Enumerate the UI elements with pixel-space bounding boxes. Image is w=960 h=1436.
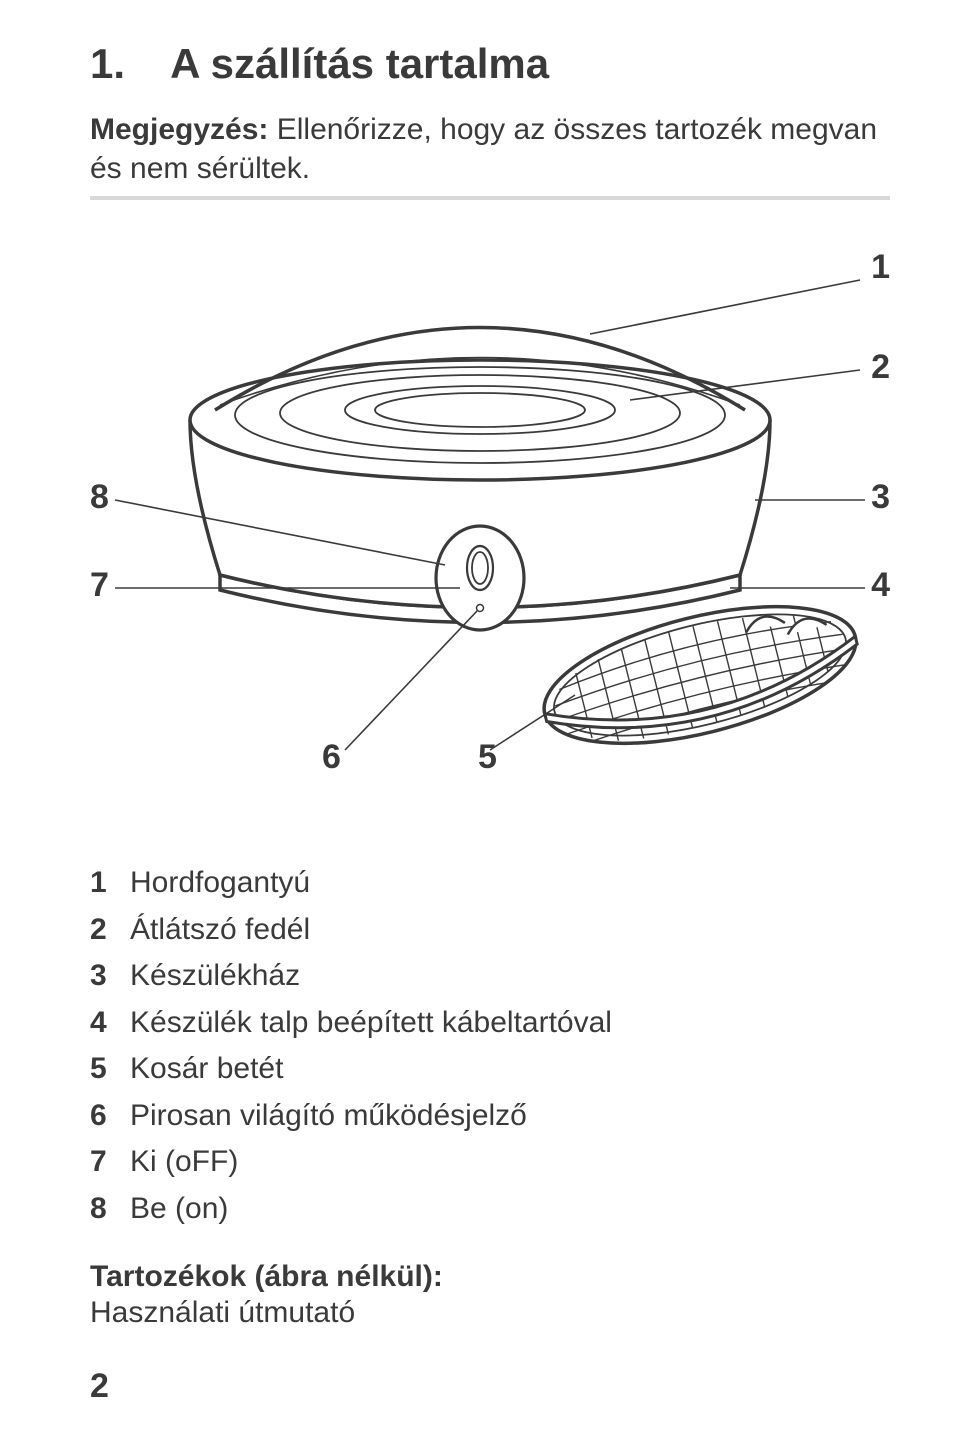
section-heading: 1. A szállítás tartalma <box>90 40 890 88</box>
part-num: 5 <box>90 1046 130 1093</box>
list-item: 7Ki (oFF) <box>90 1139 890 1186</box>
part-num: 2 <box>90 907 130 954</box>
part-num: 3 <box>90 953 130 1000</box>
note-paragraph: Megjegyzés: Ellenőrizze, hogy az összes … <box>90 110 890 188</box>
accessories-heading: Tartozékok (ábra nélkül): <box>90 1260 890 1294</box>
part-label: Ki (oFF) <box>130 1139 238 1186</box>
part-label: Be (on) <box>130 1186 228 1233</box>
list-item: 5Kosár betét <box>90 1046 890 1093</box>
callout-5: 5 <box>478 738 497 777</box>
heading-number: 1. <box>90 40 125 87</box>
heading-text: A szállítás tartalma <box>170 40 549 87</box>
part-num: 4 <box>90 1000 130 1047</box>
list-item: 1Hordfogantyú <box>90 860 890 907</box>
part-num: 1 <box>90 860 130 907</box>
part-num: 8 <box>90 1186 130 1233</box>
list-item: 4Készülék talp beépített kábeltartóval <box>90 1000 890 1047</box>
part-num: 6 <box>90 1093 130 1140</box>
product-diagram: 1 2 3 4 8 7 6 5 <box>90 210 890 840</box>
callout-8: 8 <box>90 478 109 517</box>
accessories-text: Használati útmutató <box>90 1296 890 1330</box>
callout-2: 2 <box>871 348 890 387</box>
callout-1: 1 <box>871 248 890 287</box>
callout-6: 6 <box>322 738 341 777</box>
part-num: 7 <box>90 1139 130 1186</box>
part-label: Készülék talp beépített kábeltartóval <box>130 1000 612 1047</box>
page-number: 2 <box>90 1367 109 1406</box>
callout-7: 7 <box>90 566 109 605</box>
callout-4: 4 <box>871 566 890 605</box>
callout-3: 3 <box>871 478 890 517</box>
list-item: 3Készülékház <box>90 953 890 1000</box>
part-label: Hordfogantyú <box>130 860 310 907</box>
part-label: Készülékház <box>130 953 300 1000</box>
divider-line <box>90 196 890 200</box>
list-item: 2Átlátszó fedél <box>90 907 890 954</box>
part-label: Pirosan világító működésjelző <box>130 1093 527 1140</box>
parts-list: 1Hordfogantyú 2Átlátszó fedél 3Készülékh… <box>90 860 890 1232</box>
part-label: Átlátszó fedél <box>130 907 310 954</box>
list-item: 6Pirosan világító működésjelző <box>90 1093 890 1140</box>
note-label: Megjegyzés: <box>90 113 268 146</box>
part-label: Kosár betét <box>130 1046 283 1093</box>
list-item: 8Be (on) <box>90 1186 890 1233</box>
